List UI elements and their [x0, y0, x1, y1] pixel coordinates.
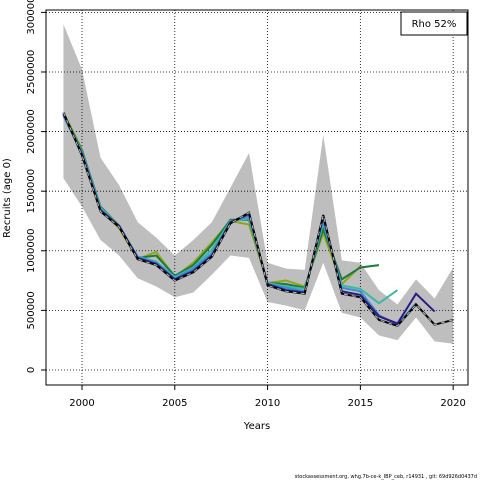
x-tick-label: 2010 — [255, 398, 280, 409]
plot-frame — [45, 9, 469, 386]
y-tick-label: 2000000 — [26, 109, 37, 154]
confidence-band — [63, 24, 454, 344]
x-tick-label: 2015 — [348, 398, 373, 409]
y-tick-label: 1500000 — [26, 169, 37, 214]
y-axis-label: Recruits (age 0) — [2, 158, 13, 238]
x-tick-label: 2005 — [162, 398, 187, 409]
y-tick-label: 2500000 — [26, 50, 37, 95]
y-tick-label: 1000000 — [26, 229, 37, 274]
x-tick-label: 2000 — [69, 398, 94, 409]
y-tick-label: 3000000 — [26, 0, 37, 35]
x-axis-label: Years — [243, 421, 270, 432]
y-tick-label: 500000 — [26, 291, 37, 329]
x-tick-label: 2020 — [440, 398, 465, 409]
footer: stockassessment.org, whg.7b-ce-k_IBP_ceb… — [295, 474, 477, 480]
annotation: Rho 52% — [412, 19, 457, 30]
annotation-box — [400, 11, 468, 36]
retro-line-dash — [62, 112, 454, 327]
y-tick-label: 0 — [26, 367, 37, 373]
